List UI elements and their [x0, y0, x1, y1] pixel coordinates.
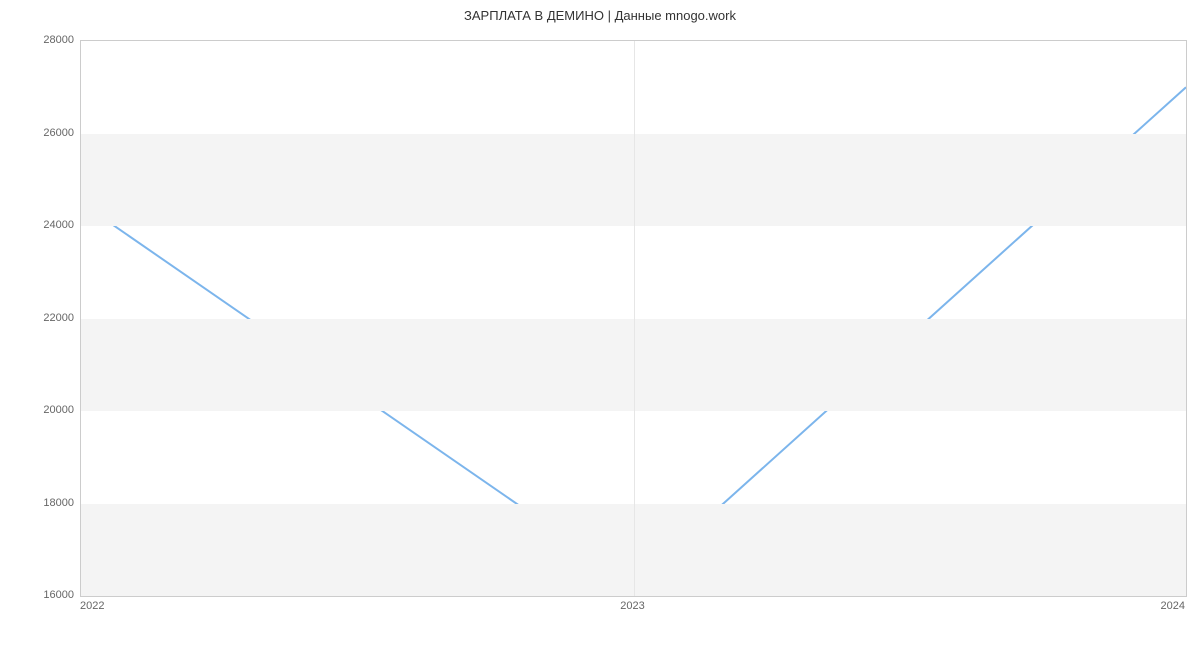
y-tick-label: 22000: [24, 312, 74, 324]
y-tick-label: 26000: [24, 127, 74, 139]
x-tick-label: 2023: [620, 600, 644, 612]
y-tick-label: 24000: [24, 219, 74, 231]
chart-container: ЗАРПЛАТА В ДЕМИНО | Данные mnogo.work 16…: [0, 0, 1200, 650]
y-tick-label: 18000: [24, 497, 74, 509]
x-grid-line: [634, 41, 635, 596]
y-tick-label: 28000: [24, 34, 74, 46]
chart-title: ЗАРПЛАТА В ДЕМИНО | Данные mnogo.work: [0, 8, 1200, 23]
x-tick-label: 2022: [80, 600, 104, 612]
x-tick-label: 2024: [1161, 600, 1185, 612]
y-tick-label: 16000: [24, 589, 74, 601]
y-tick-label: 20000: [24, 404, 74, 416]
plot-area: [80, 40, 1187, 597]
